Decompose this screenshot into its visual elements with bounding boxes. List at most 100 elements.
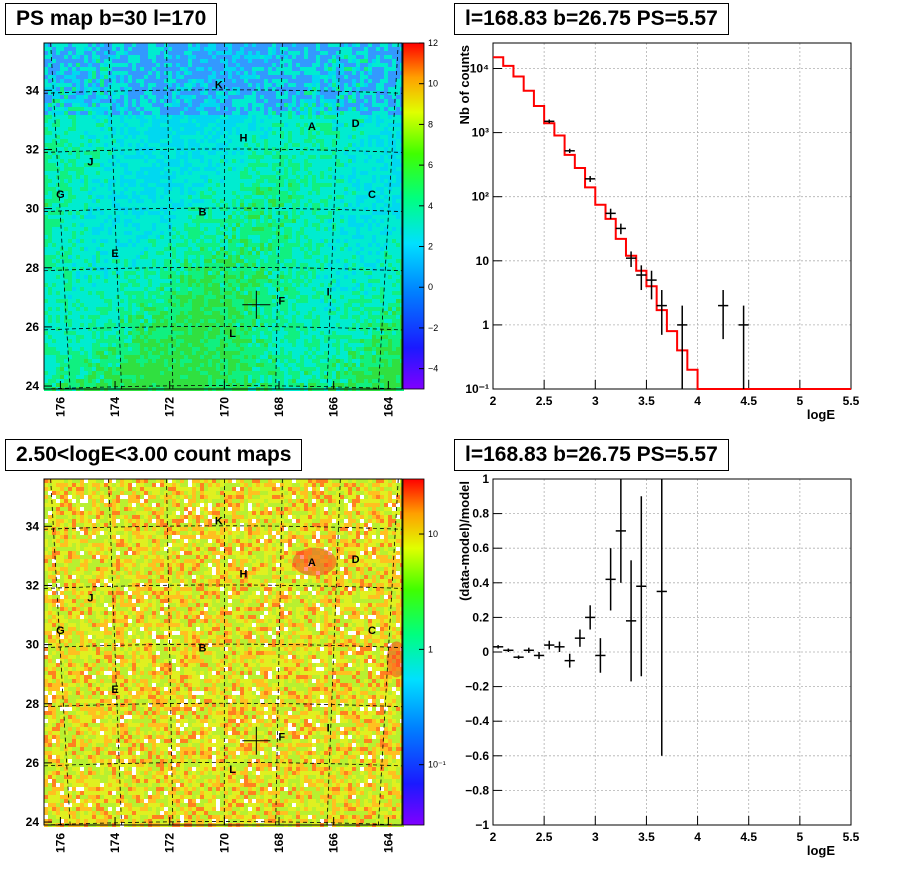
heatmap-cell	[48, 247, 52, 251]
heatmap-cell	[308, 171, 312, 175]
heatmap-cell	[220, 223, 224, 227]
heatmap-cell	[352, 123, 356, 127]
heatmap-cell	[160, 63, 164, 67]
heatmap-cell	[60, 103, 64, 107]
heatmap-cell	[336, 227, 340, 231]
heatmap-cell	[236, 223, 240, 227]
heatmap-cell	[52, 159, 56, 163]
heatmap-cell	[292, 211, 296, 215]
heatmap-cell	[280, 119, 284, 123]
heatmap-cell	[104, 191, 108, 195]
heatmap-cell	[144, 243, 148, 247]
heatmap-cell	[52, 255, 56, 259]
heatmap-cell	[156, 111, 160, 115]
heatmap-cell	[312, 231, 316, 235]
heatmap-cell	[348, 123, 352, 127]
heatmap-cell	[56, 59, 60, 63]
heatmap-cell	[124, 179, 128, 183]
heatmap-cell	[144, 255, 148, 259]
heatmap-cell	[176, 47, 180, 51]
heatmap-cell	[76, 99, 80, 103]
heatmap-cell	[240, 239, 244, 243]
heatmap-cell	[108, 99, 112, 103]
heatmap-cell	[124, 203, 128, 207]
heatmap-cell	[324, 103, 328, 107]
heatmap-cell	[308, 87, 312, 91]
heatmap-cell	[288, 55, 292, 59]
heatmap-cell	[208, 79, 212, 83]
heatmap-cell	[312, 139, 316, 143]
heatmap-cell	[164, 75, 168, 79]
heatmap-cell	[236, 151, 240, 155]
heatmap-cell	[228, 59, 232, 63]
heatmap-cell	[148, 199, 152, 203]
heatmap-cell	[260, 63, 264, 67]
heatmap-cell	[184, 251, 188, 255]
heatmap-cell	[52, 223, 56, 227]
heatmap-cell	[184, 255, 188, 259]
heatmap-cell	[304, 47, 308, 51]
heatmap-cell	[308, 119, 312, 123]
heatmap-cell	[284, 167, 288, 171]
heatmap-cell	[224, 75, 228, 79]
heatmap-cell	[76, 187, 80, 191]
heatmap-cell	[292, 115, 296, 119]
heatmap-cell	[200, 115, 204, 119]
heatmap-cell	[196, 83, 200, 87]
heatmap-cell	[76, 43, 80, 47]
heatmap-cell	[196, 55, 200, 59]
heatmap-cell	[156, 151, 160, 155]
heatmap-cell	[380, 251, 384, 255]
heatmap-cell	[260, 175, 264, 179]
heatmap-cell	[392, 71, 396, 75]
heatmap-cell	[168, 59, 172, 63]
heatmap-cell	[224, 131, 228, 135]
heatmap-cell	[160, 223, 164, 227]
heatmap-cell	[340, 75, 344, 79]
heatmap-cell	[196, 255, 200, 259]
heatmap-cell	[176, 203, 180, 207]
heatmap-cell	[360, 223, 364, 227]
heatmap-cell	[124, 195, 128, 199]
heatmap-cell	[252, 231, 256, 235]
heatmap-cell	[156, 255, 160, 259]
heatmap-cell	[104, 231, 108, 235]
heatmap-cell	[80, 239, 84, 243]
heatmap-cell	[376, 239, 380, 243]
heatmap-cell	[240, 199, 244, 203]
heatmap-cell	[64, 263, 68, 267]
heatmap-cell	[80, 127, 84, 131]
heatmap-cell	[268, 55, 272, 59]
heatmap-cell	[88, 127, 92, 131]
heatmap-cell	[392, 155, 396, 159]
heatmap-cell	[184, 155, 188, 159]
heatmap-cell	[88, 215, 92, 219]
heatmap-cell	[60, 215, 64, 219]
heatmap-cell	[252, 259, 256, 263]
heatmap-cell	[68, 167, 72, 171]
heatmap-cell	[348, 195, 352, 199]
heatmap-cell	[364, 159, 368, 163]
heatmap-cell	[140, 243, 144, 247]
heatmap-cell	[304, 171, 308, 175]
heatmap-cell	[300, 67, 304, 71]
heatmap-cell	[68, 67, 72, 71]
heatmap-cell	[196, 87, 200, 91]
heatmap-cell	[288, 151, 292, 155]
heatmap-cell	[216, 191, 220, 195]
heatmap-cell	[60, 43, 64, 47]
heatmap-cell	[144, 95, 148, 99]
heatmap-cell	[292, 47, 296, 51]
heatmap-cell	[116, 227, 120, 231]
heatmap-cell	[92, 211, 96, 215]
heatmap-cell	[52, 127, 56, 131]
heatmap-cell	[228, 171, 232, 175]
heatmap-cell	[140, 87, 144, 91]
heatmap-cell	[280, 155, 284, 159]
heatmap-cell	[64, 195, 68, 199]
heatmap-cell	[80, 219, 84, 223]
heatmap-cell	[384, 139, 388, 143]
heatmap-cell	[140, 219, 144, 223]
heatmap-cell	[160, 143, 164, 147]
heatmap-cell	[68, 247, 72, 251]
